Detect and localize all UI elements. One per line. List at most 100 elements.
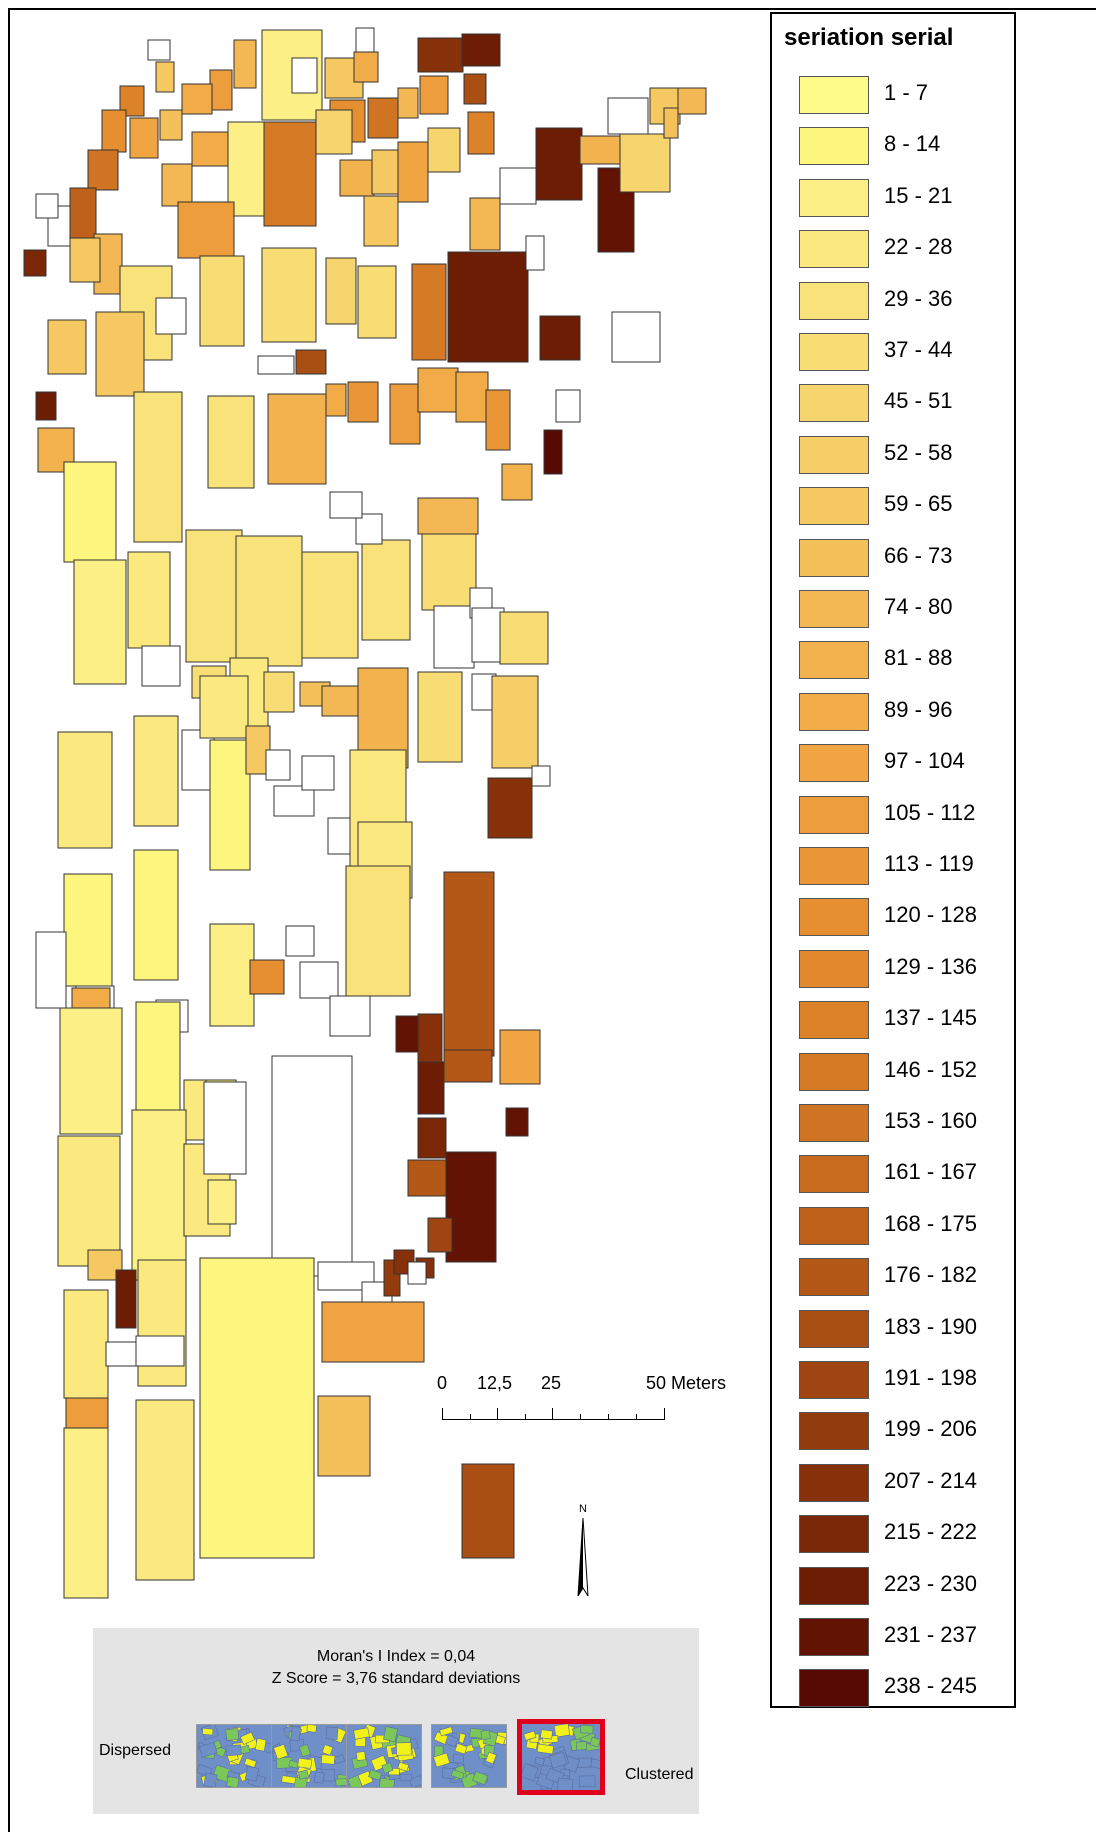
parcel-unclassified[interactable]	[35, 931, 67, 1009]
parcel-unclassified[interactable]	[181, 729, 215, 791]
parcel-81-88[interactable]	[501, 463, 533, 501]
parcel-unclassified[interactable]	[355, 513, 383, 545]
parcel-22-28[interactable]	[133, 715, 179, 827]
parcel-183-190[interactable]	[463, 73, 487, 105]
parcel-81-88[interactable]	[267, 393, 327, 485]
parcel-8-14[interactable]	[63, 461, 117, 563]
parcel-37-44[interactable]	[417, 671, 463, 763]
parcel-120-128[interactable]	[249, 959, 285, 995]
parcel-97-104[interactable]	[129, 117, 159, 159]
parcel-52-58[interactable]	[491, 675, 539, 769]
parcel-22-28[interactable]	[57, 731, 113, 849]
parcel-15-21[interactable]	[209, 923, 255, 1027]
parcel-unclassified[interactable]	[607, 97, 649, 135]
parcel-29-36[interactable]	[185, 529, 243, 663]
parcel-176-182[interactable]	[443, 871, 495, 1057]
parcel-207-214[interactable]	[487, 777, 533, 839]
parcel-unclassified[interactable]	[141, 645, 181, 687]
parcel-37-44[interactable]	[263, 671, 295, 713]
parcel-unclassified[interactable]	[525, 235, 545, 271]
parcel-183-190[interactable]	[461, 1463, 515, 1559]
parcel-89-96[interactable]	[191, 131, 229, 167]
parcel-81-88[interactable]	[339, 159, 375, 197]
parcel-22-28[interactable]	[137, 1259, 187, 1387]
parcel-37-44[interactable]	[421, 527, 477, 611]
parcel-unclassified[interactable]	[555, 389, 581, 423]
parcel-map[interactable]	[0, 0, 760, 1620]
parcel-unclassified[interactable]	[155, 297, 187, 335]
parcel-29-36[interactable]	[207, 395, 255, 489]
parcel-231-237[interactable]	[505, 1107, 529, 1137]
parcel-89-96[interactable]	[325, 383, 347, 417]
parcel-89-96[interactable]	[353, 51, 379, 83]
parcel-15-21[interactable]	[207, 1179, 237, 1225]
parcel-unclassified[interactable]	[147, 39, 171, 61]
parcel-223-230[interactable]	[539, 315, 581, 361]
parcel-15-21[interactable]	[73, 559, 127, 685]
parcel-15-21[interactable]	[59, 1007, 123, 1135]
parcel-105-112[interactable]	[389, 383, 421, 445]
parcel-8-14[interactable]	[199, 1257, 315, 1559]
parcel-15-21[interactable]	[131, 1109, 187, 1281]
parcel-176-182[interactable]	[443, 1049, 493, 1083]
parcel-29-36[interactable]	[235, 535, 303, 667]
parcel-unclassified[interactable]	[329, 995, 371, 1037]
parcel-45-51[interactable]	[315, 109, 353, 155]
parcel-22-28[interactable]	[57, 1135, 121, 1267]
parcel-74-80[interactable]	[321, 685, 359, 717]
parcel-105-112[interactable]	[177, 201, 235, 259]
parcel-105-112[interactable]	[209, 69, 233, 111]
parcel-unclassified[interactable]	[299, 961, 339, 999]
parcel-191-198[interactable]	[427, 1217, 453, 1253]
parcel-unclassified[interactable]	[499, 167, 537, 205]
parcel-unclassified[interactable]	[105, 1341, 137, 1367]
parcel-unclassified[interactable]	[271, 1055, 353, 1277]
parcel-113-119[interactable]	[347, 381, 379, 423]
parcel-unclassified[interactable]	[433, 605, 475, 669]
parcel-59-65[interactable]	[95, 311, 145, 397]
parcel-22-28[interactable]	[127, 551, 171, 649]
parcel-113-119[interactable]	[485, 389, 511, 451]
parcel-unclassified[interactable]	[329, 491, 363, 519]
parcel-137-145[interactable]	[467, 111, 495, 155]
parcel-66-73[interactable]	[159, 109, 183, 141]
parcel-81-88[interactable]	[579, 135, 621, 165]
parcel-29-36[interactable]	[345, 865, 411, 997]
parcel-8-14[interactable]	[63, 873, 113, 987]
parcel-89-96[interactable]	[71, 987, 111, 1009]
parcel-207-214[interactable]	[417, 1013, 443, 1063]
parcel-223-230[interactable]	[461, 33, 501, 67]
parcel-unclassified[interactable]	[407, 1261, 427, 1285]
parcel-66-73[interactable]	[663, 107, 679, 139]
parcel-97-104[interactable]	[397, 141, 429, 203]
parcel-74-80[interactable]	[233, 39, 257, 89]
parcel-66-73[interactable]	[317, 1395, 371, 1477]
parcel-45-51[interactable]	[619, 133, 671, 193]
parcel-223-230[interactable]	[417, 1061, 445, 1115]
parcel-176-182[interactable]	[407, 1159, 449, 1197]
parcel-37-44[interactable]	[357, 265, 397, 339]
parcel-unclassified[interactable]	[471, 607, 505, 663]
parcel-215-222[interactable]	[23, 249, 47, 277]
parcel-153-160[interactable]	[87, 149, 119, 191]
parcel-238-245[interactable]	[543, 429, 563, 475]
parcel-8-14[interactable]	[133, 849, 179, 981]
parcel-89-96[interactable]	[181, 83, 213, 115]
parcel-59-65[interactable]	[69, 237, 101, 283]
parcel-59-65[interactable]	[47, 319, 87, 375]
parcel-29-36[interactable]	[361, 539, 411, 641]
parcel-146-152[interactable]	[411, 263, 447, 361]
parcel-74-80[interactable]	[397, 87, 419, 119]
parcel-15-21[interactable]	[227, 121, 265, 217]
parcel-37-44[interactable]	[199, 255, 245, 347]
parcel-22-28[interactable]	[199, 675, 249, 739]
parcel-120-128[interactable]	[101, 109, 127, 153]
parcel-unclassified[interactable]	[611, 311, 661, 363]
parcel-146-152[interactable]	[263, 121, 317, 227]
parcel-105-112[interactable]	[65, 1397, 109, 1429]
parcel-45-51[interactable]	[427, 127, 461, 173]
parcel-37-44[interactable]	[261, 247, 317, 343]
parcel-29-36[interactable]	[133, 391, 183, 543]
parcel-unclassified[interactable]	[291, 57, 318, 94]
parcel-unclassified[interactable]	[35, 193, 59, 219]
